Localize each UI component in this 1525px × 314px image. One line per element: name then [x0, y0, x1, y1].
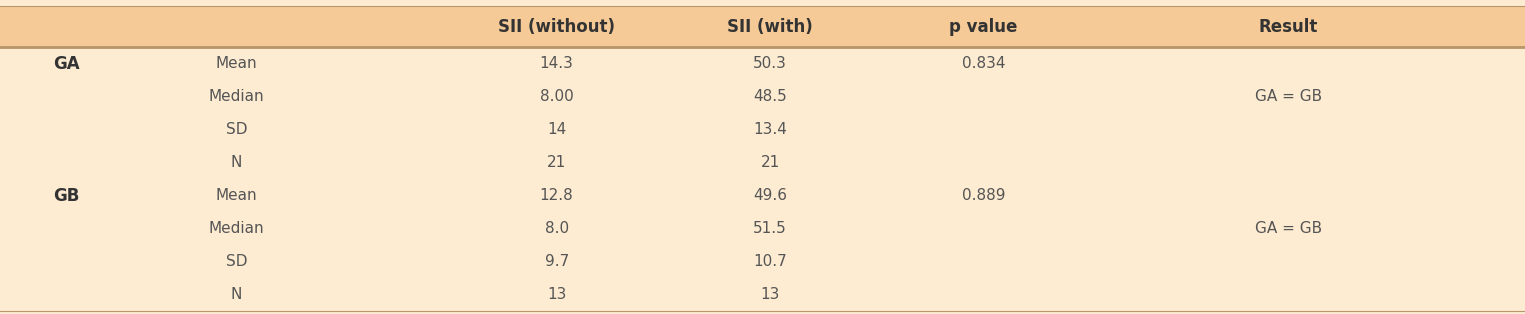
- Text: GA: GA: [53, 55, 79, 73]
- Text: 0.889: 0.889: [962, 188, 1005, 203]
- Text: SII (without): SII (without): [499, 18, 615, 36]
- Text: 49.6: 49.6: [753, 188, 787, 203]
- Text: 13: 13: [761, 287, 779, 302]
- Text: 14: 14: [547, 122, 566, 137]
- Text: 50.3: 50.3: [753, 57, 787, 71]
- Bar: [0, 6, 1525, 47]
- Text: SD: SD: [226, 254, 247, 269]
- Text: N: N: [230, 155, 242, 170]
- Text: 8.00: 8.00: [540, 89, 573, 104]
- Text: Mean: Mean: [215, 57, 258, 71]
- Text: 9.7: 9.7: [544, 254, 569, 269]
- Text: 13.4: 13.4: [753, 122, 787, 137]
- Text: 8.0: 8.0: [544, 221, 569, 236]
- Text: N: N: [230, 287, 242, 302]
- Text: SII (with): SII (with): [727, 18, 813, 36]
- Text: 12.8: 12.8: [540, 188, 573, 203]
- Text: 21: 21: [761, 155, 779, 170]
- Text: Median: Median: [209, 89, 264, 104]
- Text: Result: Result: [1260, 18, 1318, 36]
- Text: 48.5: 48.5: [753, 89, 787, 104]
- Text: Median: Median: [209, 221, 264, 236]
- Text: 51.5: 51.5: [753, 221, 787, 236]
- Text: GB: GB: [53, 187, 79, 205]
- Text: GA = GB: GA = GB: [1255, 89, 1322, 104]
- Text: 21: 21: [547, 155, 566, 170]
- Text: 0.834: 0.834: [962, 57, 1005, 71]
- Text: SD: SD: [226, 122, 247, 137]
- Text: Mean: Mean: [215, 188, 258, 203]
- Text: 14.3: 14.3: [540, 57, 573, 71]
- Text: 13: 13: [547, 287, 566, 302]
- Text: GA = GB: GA = GB: [1255, 221, 1322, 236]
- Text: 10.7: 10.7: [753, 254, 787, 269]
- Text: p value: p value: [950, 18, 1017, 36]
